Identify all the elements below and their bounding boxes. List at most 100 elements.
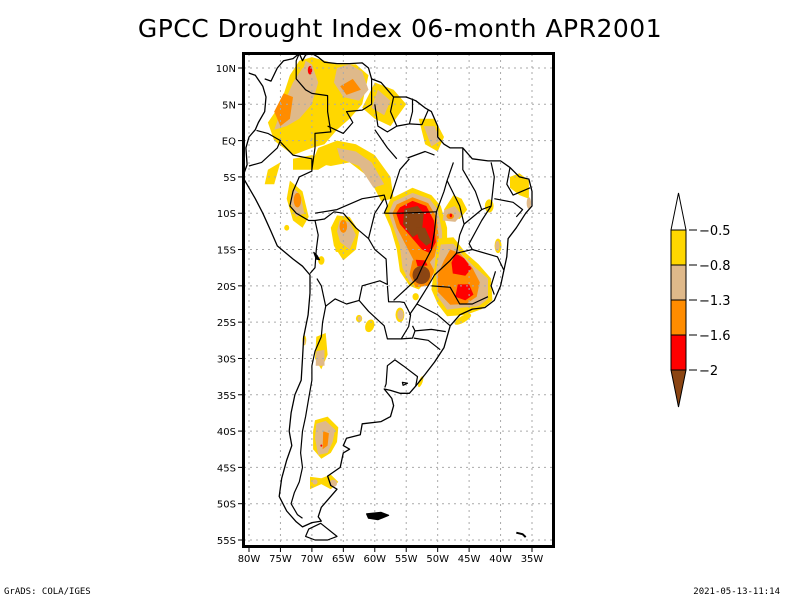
drought-area-severe [357,316,362,321]
drought-area-extreme [320,444,323,447]
state-line [407,150,435,159]
drought-area-moderate [510,173,529,199]
state-line [413,337,441,351]
state-line [435,162,454,213]
border-bolivia [314,211,388,307]
lat-tick-label: 55S [217,536,236,547]
state-line [314,194,437,214]
lat-tick-label: 25S [217,318,236,329]
state-line [389,158,410,199]
drought-area-severe-core [340,78,361,95]
colorbar-segment-extreme [670,334,687,371]
border-ecuador [248,129,281,167]
drought-area-extreme [449,213,453,218]
lon-tick-label: 80W [238,554,261,565]
drought-area-extreme [451,253,472,276]
drought-area-moderate [318,256,325,265]
state-line [494,198,524,218]
border-argentina-brazil [401,325,416,340]
lat-tick-label: 5S [223,173,236,184]
drought-area-moderate [454,313,472,325]
drought-area-moderate [365,319,375,333]
drought-area-severe [312,479,318,485]
colorbar-segment-severe-core [670,299,687,336]
footer-timestamp: 2021-05-13-11:14 [693,587,780,597]
map-frame [242,52,555,548]
drought-shading-layer [264,57,532,490]
colorbar-label: −1.6 [699,329,731,344]
lat-tick-label: 50S [217,500,236,511]
state-line [393,211,437,301]
colorbar-label: −0.5 [699,224,731,239]
state-line [431,285,489,305]
lat-tick-label: 40S [217,427,236,438]
island [516,531,527,538]
drought-area-severe [397,309,404,320]
lon-tick-label: 50W [426,554,449,565]
border-colombia-venezuela-brazil [295,54,332,170]
drought-area-severe [337,147,385,188]
lon-tick-label: 60W [363,554,386,565]
colorbar-legend: −0.5 −0.8 −1.3 −1.6 −2 [670,192,731,408]
lon-tick-label: 45W [458,554,481,565]
lat-tick-label: 35S [217,391,236,402]
drought-area-severe-core [322,431,329,450]
country-borders [244,54,533,541]
state-line [408,303,451,327]
drought-area-severe [526,197,532,209]
chart-title: GPCC Drought Index 06-month APR2001 [137,14,663,43]
drought-area-severe [371,89,391,116]
border-guyana-suriname [374,96,398,133]
border-paraguay [358,285,412,340]
lon-tick-label: 75W [269,554,292,565]
drought-area-moderate [335,246,339,253]
border-chile-argentina [290,306,327,519]
drought-area-severe [495,240,500,251]
drought-area-moderate [484,199,494,213]
lat-tick-label: 20S [217,282,236,293]
grid-lines [244,54,553,546]
state-line [490,271,497,295]
state-line [414,328,446,333]
colorbar-lower-triangle [670,369,687,408]
lat-tick-label: 15S [217,246,236,257]
colorbar-label: −1.3 [699,294,731,309]
latitude-axis: 10N 5N EQ 5S 10S 15S 20S 25S 30S 35S 40S 45S 50S 55S [216,64,244,547]
lon-tick-label: 35W [521,554,544,565]
lagoon [401,381,409,386]
state-line [374,129,398,160]
lon-tick-label: 55W [395,554,418,565]
lake-titicaca [313,251,320,261]
state-line [367,198,385,239]
colorbar-upper-triangle [670,192,687,231]
lat-tick-label: 5N [222,100,236,111]
lon-tick-label: 65W [332,554,355,565]
drought-area-severe-core [274,93,293,127]
border-peru [279,141,319,274]
border-fg-brazil [409,109,429,126]
colorbar-label: −0.8 [699,259,731,274]
drought-area-severe [315,349,325,366]
colorbar-segment-severe [670,264,687,301]
lat-tick-label: 45S [217,463,236,474]
lon-tick-label: 40W [489,554,512,565]
drought-area-exceptional [415,227,432,246]
tierra-del-fuego [305,522,338,541]
state-line [456,248,473,254]
drought-area-severe-core [293,192,302,208]
lon-tick-label: 70W [301,554,324,565]
state-line [468,205,505,271]
lat-tick-label: EQ [222,137,236,148]
colorbar-segment-moderate [670,229,687,266]
footer-credit: GrADS: COLA/IGES [4,587,91,597]
state-line [481,162,495,211]
colorbar-label: −2 [699,364,718,379]
drought-area-moderate [311,140,394,201]
falkland-islands [366,511,390,521]
drought-area-moderate [412,293,419,301]
border-venezuela-brazil-guyana [327,78,373,134]
lat-tick-label: 10S [217,209,236,220]
drought-area-severe-core [339,219,348,233]
state-line [462,147,483,225]
